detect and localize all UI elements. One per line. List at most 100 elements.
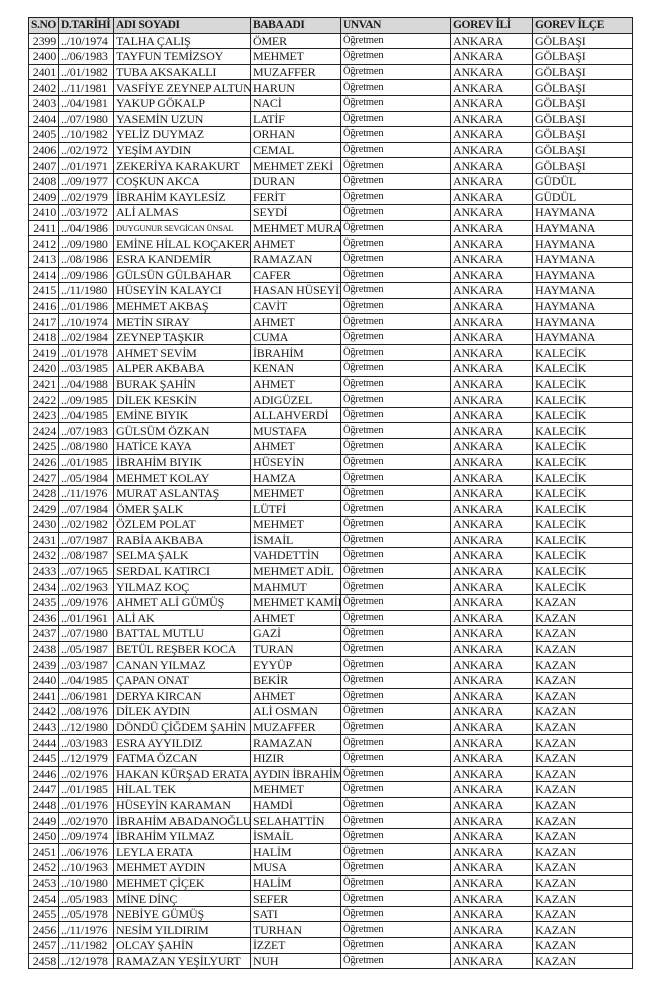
- table-row: 2417 ../10/1974 METİN SIRAY AHMET Öğretmen AN…: [28, 313, 633, 330]
- province-cell: ANKARA: [450, 157, 533, 174]
- full-name-cell: ALPER AKBABA: [113, 360, 251, 377]
- full-name-cell: SELMA ŞALK: [113, 547, 251, 564]
- title-cell: Öğretmen: [340, 921, 451, 939]
- father-name-cell: ÖMER: [250, 32, 341, 50]
- province-cell: ANKARA: [450, 749, 533, 767]
- province-cell: ANKARA: [450, 578, 533, 595]
- birth-date-cell: ../10/1974: [58, 313, 114, 330]
- sno-cell: 2422: [28, 391, 59, 408]
- title-cell: Öğretmen: [340, 79, 451, 96]
- full-name-cell: DERYA KIRCAN: [113, 687, 251, 705]
- sno-cell: 2427: [28, 469, 59, 486]
- sno-cell: 2452: [28, 859, 59, 876]
- father-name-cell: SEYDİ: [250, 204, 341, 221]
- table-row: 2457 ../11/1982 OLCAY ŞAHİN İZZET Öğretmen AN…: [28, 937, 633, 954]
- full-name-cell: MİNE DİNÇ: [113, 890, 251, 907]
- title-cell: Öğretmen: [340, 219, 451, 237]
- title-cell: Öğretmen: [340, 141, 451, 159]
- sno-cell: 2448: [28, 796, 59, 814]
- district-cell: GÖLBAŞI: [532, 126, 633, 143]
- sno-cell: 2443: [28, 718, 59, 736]
- sno-cell: 2457: [28, 937, 59, 954]
- title-cell: Öğretmen: [340, 937, 451, 954]
- district-cell: KALECİK: [532, 562, 633, 580]
- province-cell: ANKARA: [450, 703, 533, 720]
- district-cell: KALECİK: [532, 360, 633, 377]
- title-cell: Öğretmen: [340, 765, 451, 783]
- birth-date-cell: ../12/1978: [58, 952, 114, 970]
- birth-date-cell: ../04/1986: [58, 219, 114, 237]
- birth-date-cell: ../01/1971: [58, 157, 114, 174]
- sno-cell: 2455: [28, 905, 59, 923]
- sno-cell: 2437: [28, 625, 59, 642]
- district-cell: HAYMANA: [532, 235, 633, 252]
- province-cell: ANKARA: [450, 921, 533, 939]
- title-cell: Öğretmen: [340, 656, 451, 673]
- title-cell: Öğretmen: [340, 282, 451, 299]
- birth-date-cell: ../07/1980: [58, 110, 114, 128]
- province-cell: ANKARA: [450, 375, 533, 393]
- district-cell: KALECİK: [532, 516, 633, 533]
- table-row: 2424 ../07/1983 GÜLSÜM ÖZKAN MUSTAFA Öğretme…: [28, 422, 633, 440]
- district-cell: KAZAN: [532, 718, 633, 736]
- father-name-cell: MEHMET KAMİL: [250, 593, 341, 611]
- title-cell: Öğretmen: [340, 781, 451, 798]
- district-cell: GÜDÜL: [532, 172, 633, 190]
- full-name-cell: ÖZLEM POLAT: [113, 516, 251, 533]
- table-row: 2435 ../09/1976 AHMET ALİ GÜMÜŞ MEHMET KAMİ…: [28, 593, 633, 611]
- full-name-cell: BETÜL REŞBER KOCA: [113, 640, 251, 658]
- birth-date-cell: ../11/1981: [58, 79, 114, 96]
- title-cell: Öğretmen: [340, 734, 451, 751]
- title-cell: Öğretmen: [340, 63, 451, 81]
- province-cell: ANKARA: [450, 266, 533, 284]
- birth-date-cell: ../08/1986: [58, 250, 114, 268]
- table-row: 2415 ../11/1980 HÜSEYİN KALAYCI HASAN HÜSEY…: [28, 282, 633, 299]
- district-cell: GÖLBAŞI: [532, 157, 633, 174]
- full-name-cell: DİLEK KESKİN: [113, 391, 251, 408]
- birth-date-cell: ../04/1981: [58, 94, 114, 112]
- birth-date-cell: ../03/1983: [58, 734, 114, 751]
- district-cell: KALECİK: [532, 500, 633, 517]
- table-row: 2441 ../06/1981 DERYA KIRCAN AHMET Öğretmen A…: [28, 687, 633, 705]
- table-row: 2451 ../06/1976 LEYLA ERATA HALİM Öğretmen AN…: [28, 843, 633, 861]
- table-body: 2399 ../10/1974 TALHA ÇALIŞ ÖMER Öğretmen ANK…: [28, 32, 633, 970]
- title-cell: Öğretmen: [340, 157, 451, 174]
- father-name-cell: KENAN: [250, 360, 341, 377]
- province-cell: ANKARA: [450, 422, 533, 440]
- father-name-cell: RAMAZAN: [250, 734, 341, 751]
- header-title: UNVAN: [340, 17, 451, 34]
- province-cell: ANKARA: [450, 172, 533, 190]
- province-cell: ANKARA: [450, 110, 533, 128]
- table-row: 2418 ../02/1984 ZEYNEP TAŞKIR CUMA Öğretmen A…: [28, 328, 633, 346]
- full-name-cell: SERDAL KATIRCI: [113, 562, 251, 580]
- table-header: S.NO D.TARİHİ ADI SOYADI BABA ADI UNVAN …: [28, 17, 633, 34]
- full-name-cell: EMİNE HİLAL KOÇAKER: [113, 235, 251, 252]
- full-name-cell: YEŞİM AYDIN: [113, 141, 251, 159]
- father-name-cell: MEHMET: [250, 516, 341, 533]
- birth-date-cell: ../09/1974: [58, 827, 114, 845]
- birth-date-cell: ../07/1965: [58, 562, 114, 580]
- full-name-cell: TAYFUN TEMİZSOY: [113, 48, 251, 65]
- father-name-cell: HIZIR: [250, 749, 341, 767]
- district-cell: KAZAN: [532, 890, 633, 907]
- title-cell: Öğretmen: [340, 952, 451, 970]
- full-name-cell: HATİCE KAYA: [113, 438, 251, 455]
- header-father-name: BABA ADI: [250, 17, 341, 34]
- title-cell: Öğretmen: [340, 469, 451, 486]
- birth-date-cell: ../02/1976: [58, 765, 114, 783]
- title-cell: Öğretmen: [340, 406, 451, 424]
- district-cell: KAZAN: [532, 609, 633, 627]
- father-name-cell: HAMZA: [250, 469, 341, 486]
- full-name-cell: YILMAZ KOÇ: [113, 578, 251, 595]
- table-row: 2446 ../02/1976 HAKAN KÜRŞAD ERATA AYDIN İB…: [28, 765, 633, 783]
- district-cell: KAZAN: [532, 687, 633, 705]
- father-name-cell: ALLAHVERDİ: [250, 406, 341, 424]
- full-name-cell: MURAT ASLANTAŞ: [113, 484, 251, 502]
- father-name-cell: LATİF: [250, 110, 341, 128]
- father-name-cell: MAHMUT: [250, 578, 341, 595]
- birth-date-cell: ../06/1983: [58, 48, 114, 65]
- birth-date-cell: ../03/1987: [58, 656, 114, 673]
- header-district: GOREV İLÇE: [532, 17, 633, 34]
- district-cell: KALECİK: [532, 453, 633, 471]
- father-name-cell: RAMAZAN: [250, 250, 341, 268]
